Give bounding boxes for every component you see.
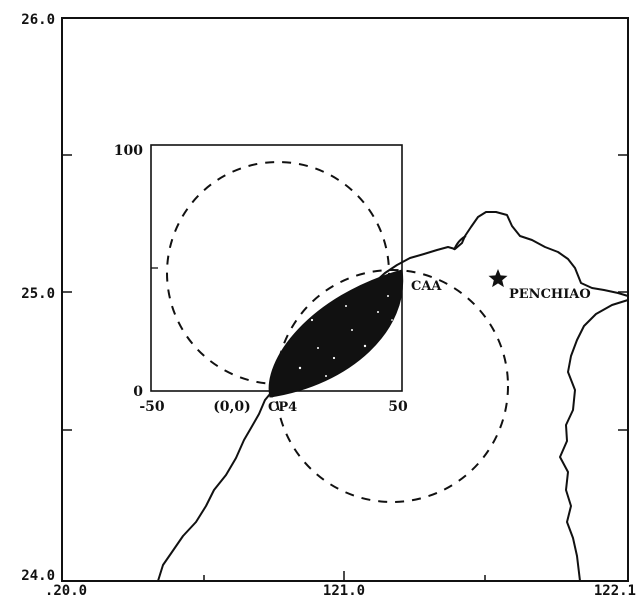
y-tick-25: 25.0	[21, 286, 55, 302]
coastline-east	[559, 299, 629, 582]
inset-ticks	[151, 267, 277, 391]
star-icon	[488, 269, 508, 288]
inset-x-tick-50: 50	[388, 399, 408, 415]
inset-y-tick-0: 0	[133, 384, 143, 400]
coverage-lens	[268, 269, 404, 398]
inset-origin-label: (0,0)	[213, 399, 251, 415]
penchiao-label: PENCHIAO	[509, 287, 591, 302]
outer-x-ticks	[203, 571, 486, 581]
x-tick-121: 121.0	[323, 583, 365, 597]
inset-y-tick-100: 100	[114, 143, 143, 159]
outer-y-ticks	[62, 154, 628, 431]
coverage-specks	[298, 295, 393, 377]
x-tick-122: 122.1	[594, 583, 636, 597]
cp4-label: CP4	[268, 400, 297, 415]
x-tick-120: .20.0	[45, 583, 87, 597]
cp4-marker	[269, 392, 275, 398]
coastline	[157, 211, 629, 582]
y-tick-24: 24.0	[21, 568, 55, 584]
map-frame	[61, 17, 629, 582]
river-inlet	[453, 235, 467, 251]
inset-x-tick-minus50: -50	[139, 399, 165, 415]
y-tick-26: 26.0	[21, 12, 55, 28]
caa-label: CAA	[411, 279, 442, 294]
